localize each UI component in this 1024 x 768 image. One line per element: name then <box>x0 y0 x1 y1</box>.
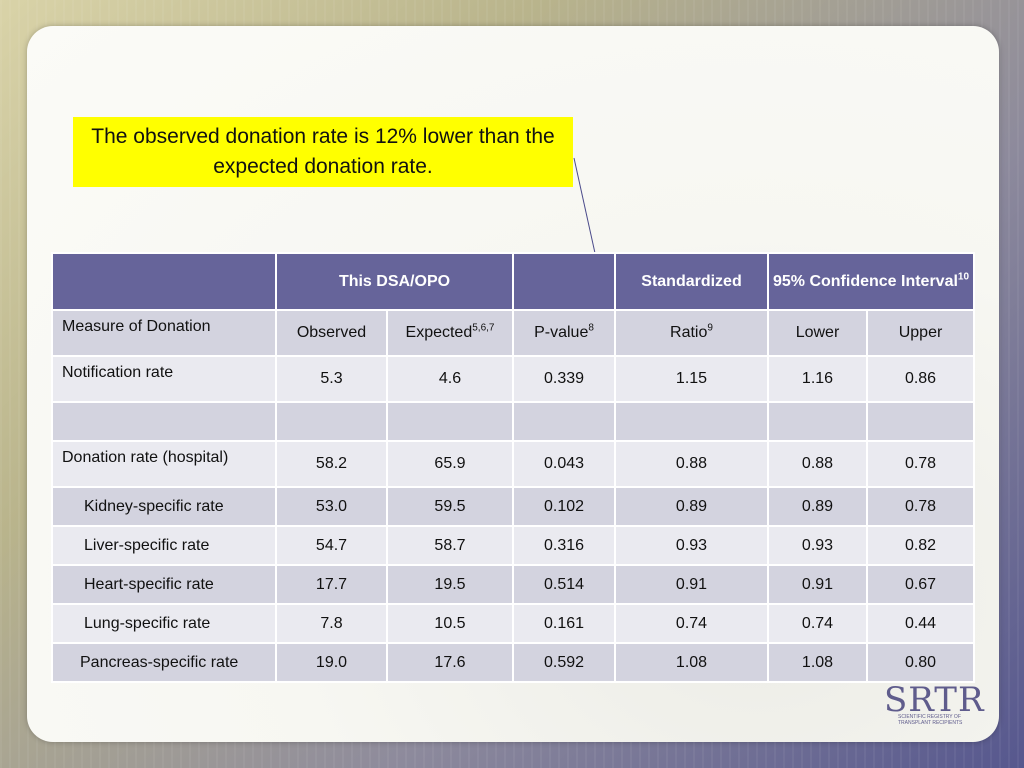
cell-lower: 0.91 <box>767 564 868 605</box>
table-row: Lung-specific rate 7.8 10.5 0.161 0.74 0… <box>51 603 976 644</box>
row-label: Heart-specific rate <box>51 564 277 605</box>
cell-lower: 0.88 <box>767 440 868 488</box>
cell-expected: 58.7 <box>386 525 514 566</box>
table-row: Kidney-specific rate 53.0 59.5 0.102 0.8… <box>51 486 976 527</box>
cell-expected <box>386 401 514 442</box>
cell-lower: 0.74 <box>767 603 868 644</box>
cell-pvalue: 0.339 <box>512 355 616 403</box>
header-this-dsa-opo: This DSA/OPO <box>275 252 514 311</box>
cell-pvalue: 0.592 <box>512 642 616 683</box>
cell-observed: 58.2 <box>275 440 388 488</box>
cell-expected: 4.6 <box>386 355 514 403</box>
cell-expected: 65.9 <box>386 440 514 488</box>
cell-lower: 0.93 <box>767 525 868 566</box>
table-subheader-row: Measure of Donation Observed Expected5,6… <box>51 309 976 357</box>
cell-upper: 0.78 <box>865 486 976 527</box>
header-empty-cell <box>51 252 277 311</box>
cell-observed: 53.0 <box>275 486 388 527</box>
srtr-logo: SRTR Scientific Registry of Transplant R… <box>884 680 984 730</box>
table-row-spacer <box>51 401 976 442</box>
header-empty-pvalue <box>512 252 616 311</box>
cell-upper: 0.80 <box>865 642 976 683</box>
cell-upper: 0.86 <box>865 355 976 403</box>
row-label <box>51 401 277 442</box>
cell-expected: 59.5 <box>386 486 514 527</box>
cell-upper <box>865 401 976 442</box>
donation-table: This DSA/OPO Standardized 95% Confidence… <box>51 252 976 683</box>
table-row: Donation rate (hospital) 58.2 65.9 0.043… <box>51 440 976 488</box>
cell-expected: 10.5 <box>386 603 514 644</box>
subheader-observed: Observed <box>275 309 388 357</box>
cell-ratio: 0.74 <box>614 603 769 644</box>
cell-lower: 1.08 <box>767 642 868 683</box>
cell-lower: 0.89 <box>767 486 868 527</box>
header-standardized: Standardized <box>614 252 769 311</box>
cell-upper: 0.44 <box>865 603 976 644</box>
cell-expected: 17.6 <box>386 642 514 683</box>
logo-subtitle: Scientific Registry of Transplant Recipi… <box>898 714 963 726</box>
cell-ratio: 0.89 <box>614 486 769 527</box>
cell-pvalue <box>512 401 616 442</box>
cell-ratio: 0.91 <box>614 564 769 605</box>
cell-pvalue: 0.514 <box>512 564 616 605</box>
row-label: Donation rate (hospital) <box>51 440 277 488</box>
table-row: Liver-specific rate 54.7 58.7 0.316 0.93… <box>51 525 976 566</box>
cell-observed <box>275 401 388 442</box>
subheader-pvalue: P-value8 <box>512 309 616 357</box>
cell-observed: 54.7 <box>275 525 388 566</box>
header-confidence-interval: 95% Confidence Interval10 <box>766 252 976 311</box>
logo-wordmark: SRTR <box>884 680 985 720</box>
cell-ratio <box>614 401 769 442</box>
cell-ratio: 1.08 <box>614 642 769 683</box>
row-label: Lung-specific rate <box>51 603 277 644</box>
cell-lower <box>767 401 868 442</box>
cell-pvalue: 0.102 <box>512 486 616 527</box>
subheader-lower: Lower <box>767 309 868 357</box>
table-row: Heart-specific rate 17.7 19.5 0.514 0.91… <box>51 564 976 605</box>
cell-observed: 7.8 <box>275 603 388 644</box>
cell-lower: 1.16 <box>767 355 868 403</box>
cell-observed: 17.7 <box>275 564 388 605</box>
table-row: Notification rate 5.3 4.6 0.339 1.15 1.1… <box>51 355 976 403</box>
row-label: Notification rate <box>51 355 277 403</box>
cell-pvalue: 0.161 <box>512 603 616 644</box>
cell-expected: 19.5 <box>386 564 514 605</box>
table-row: Pancreas-specific rate 19.0 17.6 0.592 1… <box>51 642 976 683</box>
cell-upper: 0.82 <box>865 525 976 566</box>
cell-observed: 5.3 <box>275 355 388 403</box>
cell-pvalue: 0.043 <box>512 440 616 488</box>
subheader-measure: Measure of Donation <box>51 309 277 357</box>
cell-pvalue: 0.316 <box>512 525 616 566</box>
table-header-row: This DSA/OPO Standardized 95% Confidence… <box>51 252 976 311</box>
row-label: Liver-specific rate <box>51 525 277 566</box>
row-label: Kidney-specific rate <box>51 486 277 527</box>
subheader-expected: Expected5,6,7 <box>386 309 514 357</box>
callout-box: The observed donation rate is 12% lower … <box>73 117 573 187</box>
cell-upper: 0.78 <box>865 440 976 488</box>
cell-ratio: 0.88 <box>614 440 769 488</box>
row-label: Pancreas-specific rate <box>51 642 277 683</box>
cell-observed: 19.0 <box>275 642 388 683</box>
cell-ratio: 0.93 <box>614 525 769 566</box>
subheader-ratio: Ratio9 <box>614 309 769 357</box>
subheader-upper: Upper <box>865 309 976 357</box>
cell-upper: 0.67 <box>865 564 976 605</box>
cell-ratio: 1.15 <box>614 355 769 403</box>
